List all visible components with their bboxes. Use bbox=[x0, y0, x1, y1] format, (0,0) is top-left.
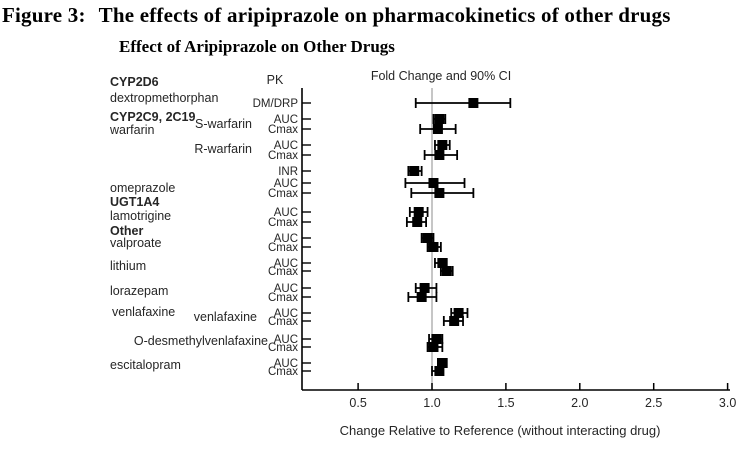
pk-label: Cmax bbox=[268, 242, 298, 254]
side-label: S-warfarin bbox=[195, 117, 252, 131]
estimate-marker bbox=[441, 266, 452, 276]
pk-label: AUC bbox=[274, 178, 298, 190]
pk-label: INR bbox=[278, 166, 298, 178]
pk-label: Cmax bbox=[268, 217, 298, 229]
x-tick-label: 1.5 bbox=[497, 396, 514, 410]
pk-label: AUC bbox=[274, 283, 298, 295]
estimate-marker bbox=[416, 292, 427, 302]
pk-column-header: PK bbox=[267, 73, 284, 87]
side-label: UGT1A4 bbox=[110, 195, 159, 209]
estimate-marker bbox=[434, 366, 445, 376]
estimate-marker bbox=[412, 217, 423, 227]
side-label: R-warfarin bbox=[194, 142, 252, 156]
estimate-marker bbox=[419, 283, 430, 293]
pk-label: AUC bbox=[274, 258, 298, 270]
estimate-marker bbox=[428, 178, 439, 188]
estimate-marker bbox=[409, 166, 420, 176]
estimate-marker bbox=[434, 114, 445, 124]
side-label: Other bbox=[110, 224, 143, 238]
estimate-marker bbox=[428, 342, 439, 352]
side-label: lamotrigine bbox=[110, 209, 171, 223]
pk-label: Cmax bbox=[268, 188, 298, 200]
pk-label: AUC bbox=[274, 207, 298, 219]
pk-label: Cmax bbox=[268, 124, 298, 136]
estimate-marker bbox=[428, 242, 439, 252]
side-label: O-desmethylvenlafaxine bbox=[134, 334, 268, 348]
figure-title-text: The effects of aripiprazole on pharmacok… bbox=[98, 3, 671, 27]
side-label: venlafaxine bbox=[194, 310, 257, 324]
estimate-marker bbox=[437, 140, 448, 150]
pk-label: Cmax bbox=[268, 266, 298, 278]
side-label: warfarin bbox=[109, 123, 155, 137]
side-label: lithium bbox=[110, 259, 146, 273]
estimate-marker bbox=[431, 334, 442, 344]
pk-label: DM/DRP bbox=[253, 98, 299, 110]
pk-label: AUC bbox=[274, 114, 298, 126]
side-label: omeprazole bbox=[110, 181, 175, 195]
estimate-marker bbox=[468, 98, 479, 108]
estimate-marker bbox=[449, 316, 460, 326]
x-tick-label: 2.0 bbox=[571, 396, 588, 410]
plot-header: Fold Change and 90% CI bbox=[371, 69, 511, 83]
side-label: CYP2D6 bbox=[110, 75, 159, 89]
pk-label: Cmax bbox=[268, 316, 298, 328]
figure-title: Figure 3: The effects of aripiprazole on … bbox=[2, 3, 671, 28]
estimate-marker bbox=[453, 308, 464, 318]
figure-label: Figure 3: bbox=[2, 3, 86, 27]
pk-label: Cmax bbox=[268, 292, 298, 304]
pk-label: AUC bbox=[274, 308, 298, 320]
pk-label: AUC bbox=[274, 334, 298, 346]
pk-label: Cmax bbox=[268, 366, 298, 378]
estimate-marker bbox=[437, 258, 448, 268]
x-tick-label: 1.0 bbox=[423, 396, 440, 410]
side-label: venlafaxine bbox=[112, 305, 175, 319]
side-label: dextropmethorphan bbox=[110, 91, 218, 105]
pk-label: AUC bbox=[274, 140, 298, 152]
estimate-marker bbox=[434, 150, 445, 160]
x-tick-label: 2.5 bbox=[645, 396, 662, 410]
pk-label: AUC bbox=[274, 233, 298, 245]
x-tick-label: 3.0 bbox=[719, 396, 736, 410]
chart-title: Effect of Aripiprazole on Other Drugs bbox=[119, 37, 395, 56]
estimate-marker bbox=[422, 233, 433, 243]
estimate-marker bbox=[413, 207, 424, 217]
side-label: valproate bbox=[110, 236, 161, 250]
side-label: escitalopram bbox=[110, 358, 181, 372]
pk-label: Cmax bbox=[268, 150, 298, 162]
side-label: CYP2C9, 2C19 bbox=[110, 110, 196, 124]
pk-label: Cmax bbox=[268, 342, 298, 354]
side-label: lorazepam bbox=[110, 284, 168, 298]
x-axis-label: Change Relative to Reference (without in… bbox=[340, 423, 661, 438]
estimate-marker bbox=[434, 188, 445, 198]
x-tick-label: 0.5 bbox=[349, 396, 366, 410]
estimate-marker bbox=[437, 358, 448, 368]
estimate-marker bbox=[432, 124, 443, 134]
pk-label: AUC bbox=[274, 358, 298, 370]
